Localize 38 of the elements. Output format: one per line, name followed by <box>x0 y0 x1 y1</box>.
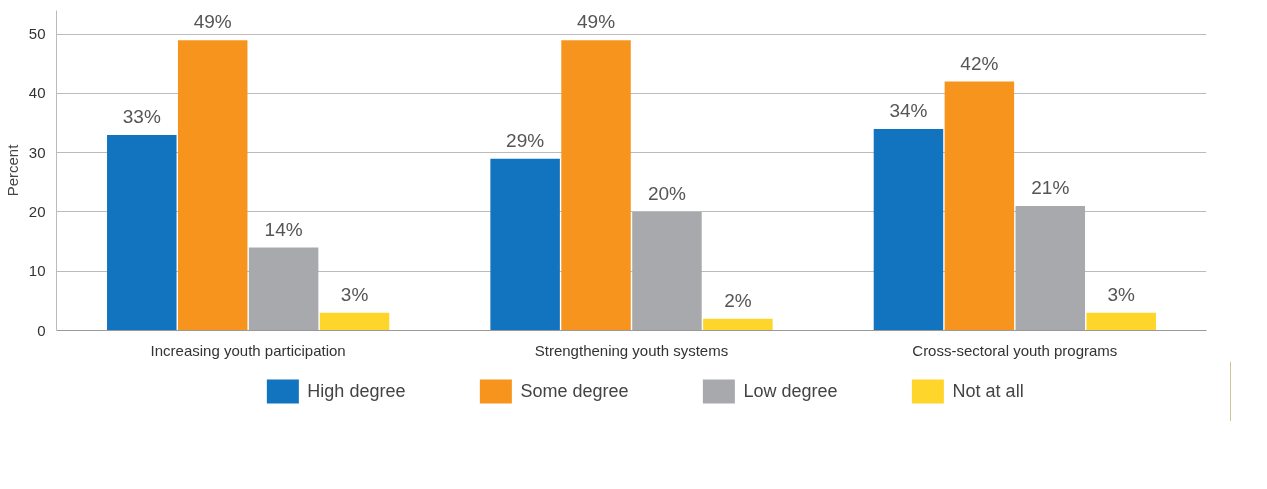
legend-label: High degree <box>307 380 406 402</box>
data-label: 49% <box>577 11 616 33</box>
y-tick-label: 40 <box>28 84 46 102</box>
legend-label: Some degree <box>520 380 629 402</box>
bar <box>944 81 1015 331</box>
bar <box>319 312 390 331</box>
bar <box>1086 312 1156 331</box>
data-label: 14% <box>264 218 303 240</box>
y-axis-title: Percent <box>3 143 21 197</box>
data-label: 20% <box>647 182 687 204</box>
bar <box>703 318 773 331</box>
data-label: 21% <box>1031 177 1070 199</box>
y-tick-label: 20 <box>28 202 46 220</box>
data-label: 29% <box>506 129 545 151</box>
legend-label: Not at all <box>952 380 1024 402</box>
data-label: 2% <box>724 289 752 311</box>
bar <box>873 129 944 331</box>
data-label: 3% <box>340 283 369 305</box>
bar <box>632 211 702 331</box>
data-label: 33% <box>122 105 161 127</box>
y-tick-label: 30 <box>28 143 46 161</box>
bar <box>490 158 560 331</box>
x-tick-label: Increasing youth participation <box>150 341 346 359</box>
y-tick-label: 0 <box>37 321 46 339</box>
data-label: 34% <box>889 100 928 122</box>
y-tick-label: 50 <box>28 25 46 43</box>
bar <box>107 134 177 331</box>
y-tick-label: 10 <box>28 262 46 280</box>
bar <box>248 247 319 331</box>
data-label: 49% <box>193 11 232 33</box>
legend-label: Low degree <box>743 380 838 402</box>
data-label: 3% <box>1107 283 1136 305</box>
bar <box>1015 206 1086 331</box>
x-tick-label: Strengthening youth systems <box>534 341 729 359</box>
data-label: 42% <box>960 52 999 74</box>
bar <box>177 40 248 331</box>
x-tick-label: Cross-sectoral youth programs <box>912 341 1118 359</box>
bar <box>561 40 631 331</box>
